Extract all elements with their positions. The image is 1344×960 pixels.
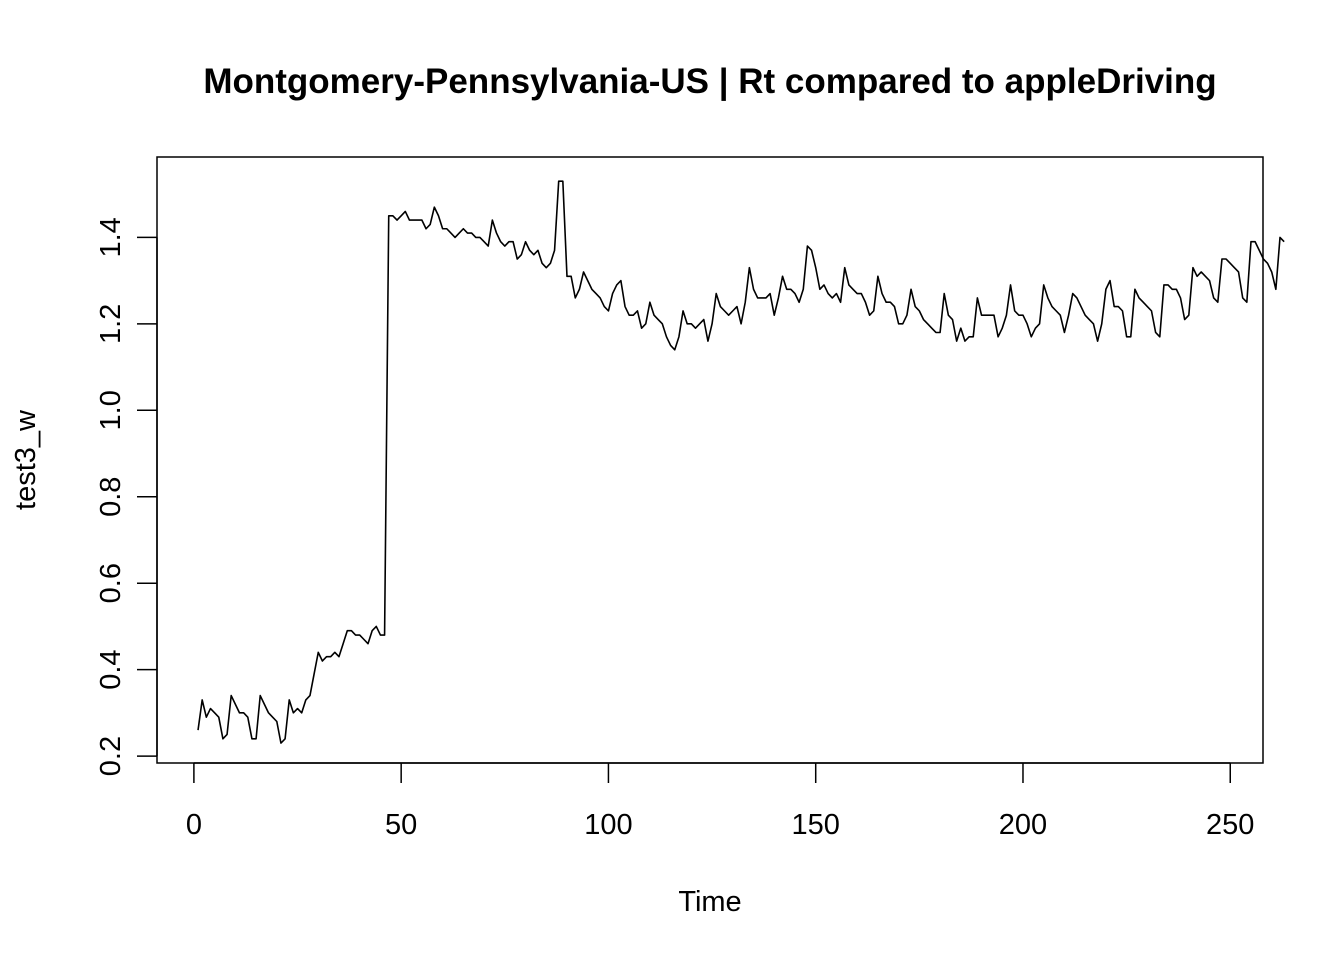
y-axis: 0.2 0.4 0.6 0.8 1.0 1.2 1.4 [95, 217, 158, 776]
x-axis-label: Time [678, 886, 741, 918]
y-tick-label: 0.8 [95, 477, 127, 517]
x-tick-label: 0 [186, 809, 202, 841]
x-tick-label: 200 [999, 809, 1047, 841]
y-axis-label: test3_w [10, 409, 42, 510]
y-tick-label: 1.2 [95, 304, 127, 344]
series-line [197, 180, 1285, 744]
x-tick-label: 150 [792, 809, 840, 841]
x-tick-label: 100 [584, 809, 632, 841]
y-tick-label: 0.6 [95, 563, 127, 603]
y-tick-label: 0.2 [95, 736, 127, 776]
y-tick-label: 1.4 [95, 217, 127, 257]
x-tick-label: 50 [385, 809, 417, 841]
y-tick-label: 1.0 [95, 390, 127, 430]
y-tick-label: 0.4 [95, 649, 127, 689]
x-axis: 0 50 100 150 200 250 [186, 762, 1254, 841]
x-tick-label: 250 [1206, 809, 1254, 841]
plot-frame [156, 156, 1264, 764]
chart-title: Montgomery-Pennsylvania-US | Rt compared… [203, 62, 1216, 101]
